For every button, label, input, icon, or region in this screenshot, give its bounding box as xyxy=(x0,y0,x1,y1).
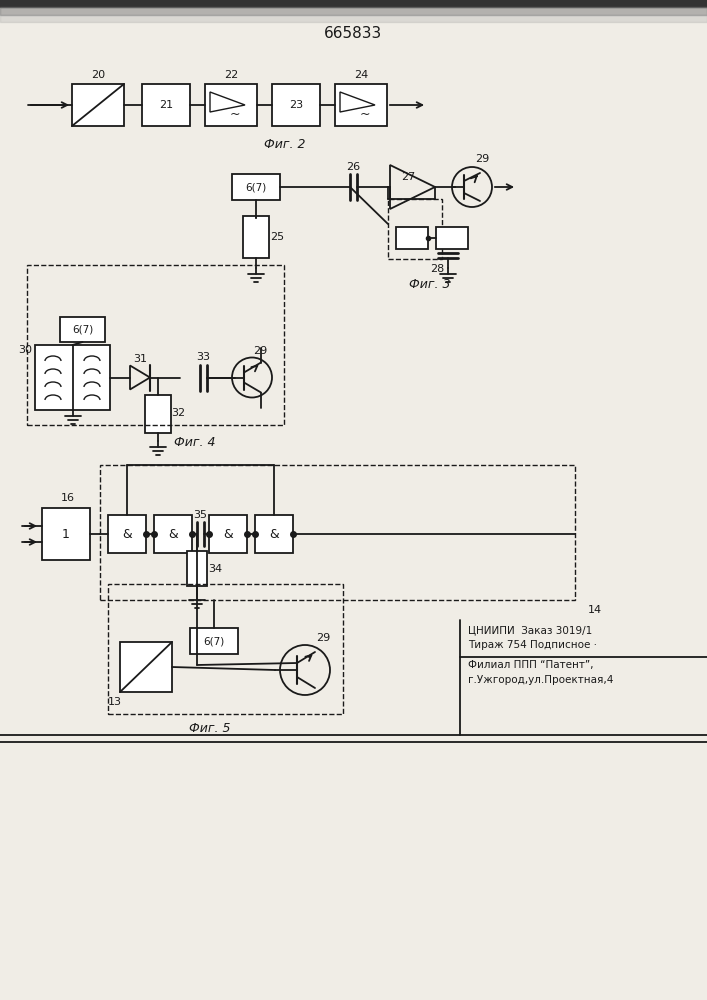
Text: 35: 35 xyxy=(193,510,207,520)
Text: 28: 28 xyxy=(430,264,444,274)
Bar xyxy=(42,508,90,560)
Text: 14: 14 xyxy=(588,605,602,615)
Text: 29: 29 xyxy=(316,633,330,643)
Text: Фиг. 4: Фиг. 4 xyxy=(174,436,216,450)
Text: ~: ~ xyxy=(360,107,370,120)
Text: &: & xyxy=(269,528,279,540)
Text: г.Ужгород,ул.Проектная,4: г.Ужгород,ул.Проектная,4 xyxy=(468,675,614,685)
Text: 6(7): 6(7) xyxy=(204,636,225,646)
Text: 33: 33 xyxy=(196,353,210,362)
Bar xyxy=(72,84,124,126)
Bar xyxy=(396,227,428,249)
Text: 665833: 665833 xyxy=(324,25,382,40)
Text: Тираж 754 Подписное ·: Тираж 754 Подписное · xyxy=(468,640,597,650)
Text: 31: 31 xyxy=(133,354,147,363)
Text: &: & xyxy=(168,528,178,540)
Text: 13: 13 xyxy=(108,697,122,707)
Bar xyxy=(255,515,293,553)
Bar xyxy=(205,84,257,126)
Text: ЦНИИПИ  Заказ 3019/1: ЦНИИПИ Заказ 3019/1 xyxy=(468,625,592,635)
Text: 6(7): 6(7) xyxy=(72,324,93,334)
Text: ~: ~ xyxy=(230,107,240,120)
Text: 6(7): 6(7) xyxy=(245,182,267,192)
Bar xyxy=(120,642,172,692)
Text: 27: 27 xyxy=(401,172,415,182)
Text: Фиг. 5: Фиг. 5 xyxy=(189,722,230,734)
Text: &: & xyxy=(122,528,132,540)
Bar xyxy=(232,174,280,200)
Bar xyxy=(436,227,468,249)
Bar xyxy=(209,515,247,553)
Text: &: & xyxy=(223,528,233,540)
Bar xyxy=(100,465,575,600)
Text: 29: 29 xyxy=(253,346,267,356)
Text: 20: 20 xyxy=(91,70,105,80)
Text: 21: 21 xyxy=(159,100,173,110)
Bar xyxy=(60,317,105,342)
Text: 29: 29 xyxy=(475,154,489,164)
Bar xyxy=(272,84,320,126)
Text: Филиал ППП “Патент”,: Филиал ППП “Патент”, xyxy=(468,660,593,670)
Bar xyxy=(145,394,171,432)
Text: 1: 1 xyxy=(62,528,70,540)
Bar xyxy=(187,551,207,586)
Bar xyxy=(27,265,284,425)
Text: 26: 26 xyxy=(346,162,360,172)
Text: 25: 25 xyxy=(270,232,284,242)
Text: Фиг. 3: Фиг. 3 xyxy=(409,278,451,292)
Text: 24: 24 xyxy=(354,70,368,80)
Text: 32: 32 xyxy=(171,408,185,418)
Bar xyxy=(35,345,110,410)
Bar xyxy=(108,515,146,553)
Bar xyxy=(335,84,387,126)
Text: 23: 23 xyxy=(289,100,303,110)
Text: 30: 30 xyxy=(18,345,32,355)
Bar xyxy=(108,584,343,714)
Bar xyxy=(154,515,192,553)
Text: 16: 16 xyxy=(61,493,75,503)
Text: Фиг. 2: Фиг. 2 xyxy=(264,137,305,150)
Bar xyxy=(190,628,238,654)
Bar xyxy=(142,84,190,126)
Text: 22: 22 xyxy=(224,70,238,80)
Text: 34: 34 xyxy=(208,564,222,574)
Bar xyxy=(243,216,269,258)
Bar xyxy=(388,199,442,259)
